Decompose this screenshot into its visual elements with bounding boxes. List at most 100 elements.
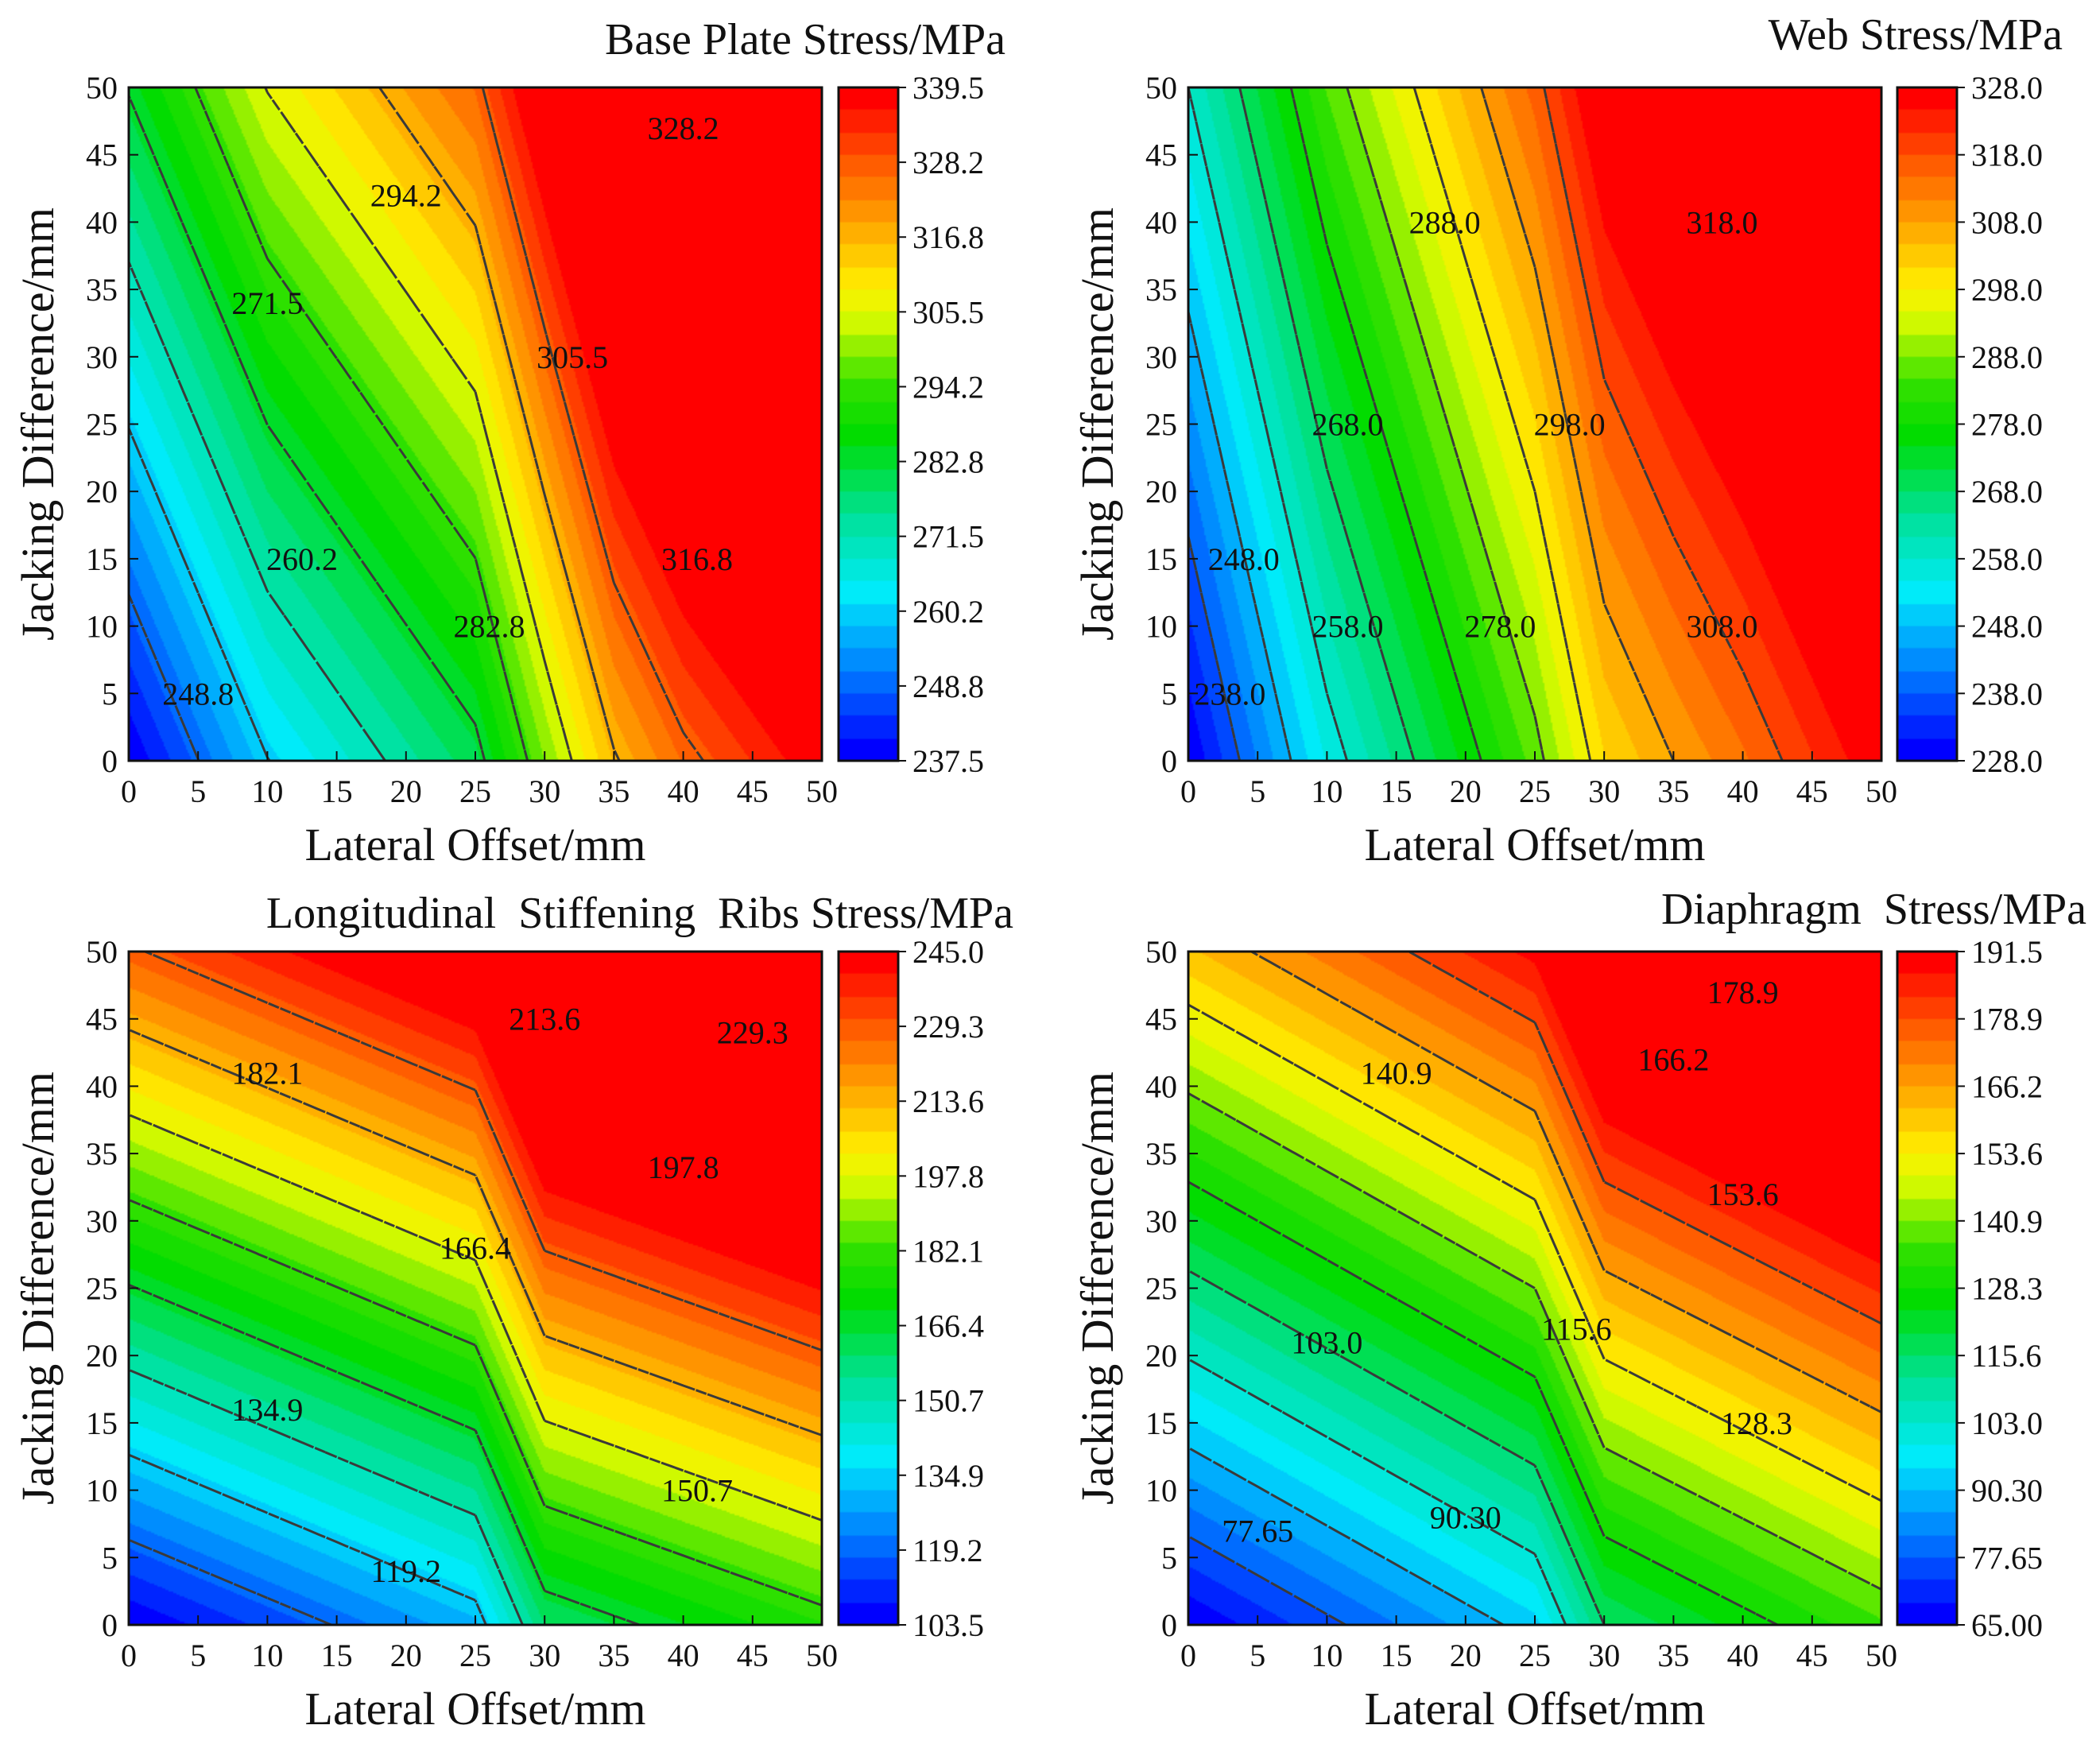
y-tick-label: 10 <box>86 609 118 645</box>
contour-label: 140.9 <box>1361 1055 1432 1091</box>
x-tick-label: 10 <box>1311 1638 1343 1673</box>
contour-line <box>264 87 573 762</box>
contour-label: 182.1 <box>231 1055 303 1091</box>
x-tick-label: 35 <box>1657 1638 1689 1673</box>
contour-line <box>1289 87 1482 762</box>
y-tick-label: 15 <box>86 541 118 577</box>
x-tick-label: 50 <box>806 773 838 809</box>
colorbar-gradient <box>1897 87 1957 761</box>
chart-title: Longitudinal Stiffening Ribs Stress/MPa <box>266 889 1013 938</box>
y-tick-label: 45 <box>1145 138 1177 173</box>
y-tick-label: 25 <box>86 1271 118 1307</box>
colorbar-tick-label: 237.5 <box>912 743 984 779</box>
contour-line <box>1238 87 1416 762</box>
colorbar-frame <box>837 950 900 1626</box>
contour-label: 308.0 <box>1686 609 1757 645</box>
colorbar-tick-label: 191.5 <box>1971 934 2043 970</box>
chart-title: Web Stress/MPa <box>1769 10 2063 60</box>
colorbar-tick-label: 308.0 <box>1971 204 2043 240</box>
contour-line <box>1188 1003 1882 1502</box>
x-tick-label: 20 <box>390 1638 422 1673</box>
y-axis-ticks: 0 5 10 15 20 25 30 35 40 45 50 <box>1145 934 1198 1643</box>
colorbar-ticks: 228.0 238.0 248.0 258.0 268.0 278.0 288.0 298.0… <box>1957 70 2043 779</box>
colorbar-tick-label: 197.8 <box>912 1158 984 1194</box>
contour-label: 294.2 <box>370 178 442 214</box>
contour-line <box>1412 87 1592 762</box>
x-axis-ticks: 0 5 10 15 20 25 30 35 40 45 50 <box>1180 751 1897 809</box>
y-tick-label: 40 <box>86 204 118 240</box>
x-tick-label: 10 <box>251 1638 283 1673</box>
contour-label: 103.0 <box>1291 1324 1362 1360</box>
y-tick-label: 5 <box>1161 676 1177 711</box>
contour-line <box>1188 1269 1606 1626</box>
colorbar-tick-label: 278.0 <box>1971 407 2043 443</box>
x-tick-label: 5 <box>1250 773 1265 809</box>
y-tick-label: 20 <box>86 474 118 510</box>
contour-line <box>1188 1180 1778 1626</box>
y-tick-label: 0 <box>1161 743 1177 779</box>
y-tick-label: 35 <box>1145 272 1177 308</box>
y-tick-label: 10 <box>86 1473 118 1509</box>
contour-line <box>1188 1091 1882 1591</box>
y-tick-label: 50 <box>1145 934 1177 970</box>
x-tick-label: 35 <box>598 1638 630 1673</box>
colorbar-tick-label: 260.2 <box>912 594 984 630</box>
x-axis-title: Lateral Offset/mm <box>1365 819 1706 870</box>
y-tick-label: 25 <box>1145 1271 1177 1307</box>
contour-label: 229.3 <box>717 1015 788 1051</box>
x-tick-label: 45 <box>1796 1638 1828 1673</box>
contour-line <box>127 95 486 762</box>
contour-label: 260.2 <box>266 541 338 577</box>
contour-label: 178.9 <box>1707 975 1779 1010</box>
contour-line <box>1188 1535 1346 1626</box>
colorbar-tick-label: 178.9 <box>1971 1002 2043 1037</box>
contour-lines <box>127 87 705 762</box>
contour-line <box>1187 311 1292 762</box>
y-tick-label: 40 <box>1145 204 1177 240</box>
contour-lines <box>1187 87 1784 762</box>
colorbar-frame <box>837 86 900 762</box>
panel-web: 0 5 10 15 20 25 30 35 40 45 50 0 5 10 15 20 25 30 35 40 45 5… <box>1071 10 2063 870</box>
colorbar-tick-label: 182.1 <box>912 1233 984 1269</box>
panel-base-plate: 0 5 10 15 20 25 30 35 40 45 50 0 5 10 15 20 25 30 35 40 45 5… <box>12 15 1005 870</box>
x-tick-label: 15 <box>1381 773 1412 809</box>
colorbar-tick-label: 128.3 <box>1971 1271 2043 1307</box>
contour-labels: 119.2 134.9 150.7 166.4 182.1 197.8 213.6 229.3 <box>231 1002 788 1590</box>
colorbar-tick-label: 90.30 <box>1971 1473 2043 1509</box>
colorbar-gradient <box>1897 952 1957 1625</box>
y-axis-ticks: 0 5 10 15 20 25 30 35 40 45 50 <box>1145 70 1198 779</box>
contour-label: 248.8 <box>162 676 234 711</box>
y-axis-title: Jacking Difference/mm <box>12 1072 64 1505</box>
chart-title: Diaphragm Stress/MPa <box>1661 885 2086 934</box>
contour-label: 153.6 <box>1707 1177 1779 1212</box>
colorbar-tick-label: 268.0 <box>1971 474 2043 510</box>
x-tick-label: 40 <box>1727 773 1759 809</box>
y-tick-label: 50 <box>1145 70 1177 106</box>
contour-label: 166.2 <box>1637 1042 1709 1078</box>
y-tick-label: 15 <box>86 1405 118 1441</box>
y-axis-title: Jacking Difference/mm <box>1071 1072 1123 1505</box>
y-tick-label: 40 <box>86 1068 118 1104</box>
y-tick-label: 50 <box>86 70 118 106</box>
contour-label: 282.8 <box>453 609 525 645</box>
contour-labels: 248.8 260.2 271.5 282.8 294.2 305.5 316.8 328.2 <box>162 110 733 711</box>
contour-line <box>128 1368 524 1626</box>
heatmap-field <box>1188 87 1881 761</box>
y-tick-label: 30 <box>86 1204 118 1239</box>
y-tick-label: 25 <box>86 407 118 443</box>
contour-line <box>128 1283 640 1626</box>
y-tick-label: 30 <box>86 339 118 375</box>
colorbar-tick-label: 328.2 <box>912 145 984 180</box>
x-tick-label: 15 <box>1381 1638 1412 1673</box>
contour-label: 271.5 <box>231 285 303 321</box>
colorbar-tick-label: 77.65 <box>1971 1540 2043 1576</box>
y-axis-ticks: 0 5 10 15 20 25 30 35 40 45 50 <box>86 70 138 779</box>
y-tick-label: 30 <box>1145 1204 1177 1239</box>
contour-label: 316.8 <box>661 541 733 577</box>
x-axis-ticks: 0 5 10 15 20 25 30 35 40 45 50 <box>1180 1615 1897 1673</box>
y-tick-label: 0 <box>102 743 118 779</box>
contour-line <box>1346 87 1546 762</box>
x-tick-label: 10 <box>1311 773 1343 809</box>
colorbar-tick-label: 166.4 <box>912 1308 984 1344</box>
y-tick-label: 50 <box>86 934 118 970</box>
